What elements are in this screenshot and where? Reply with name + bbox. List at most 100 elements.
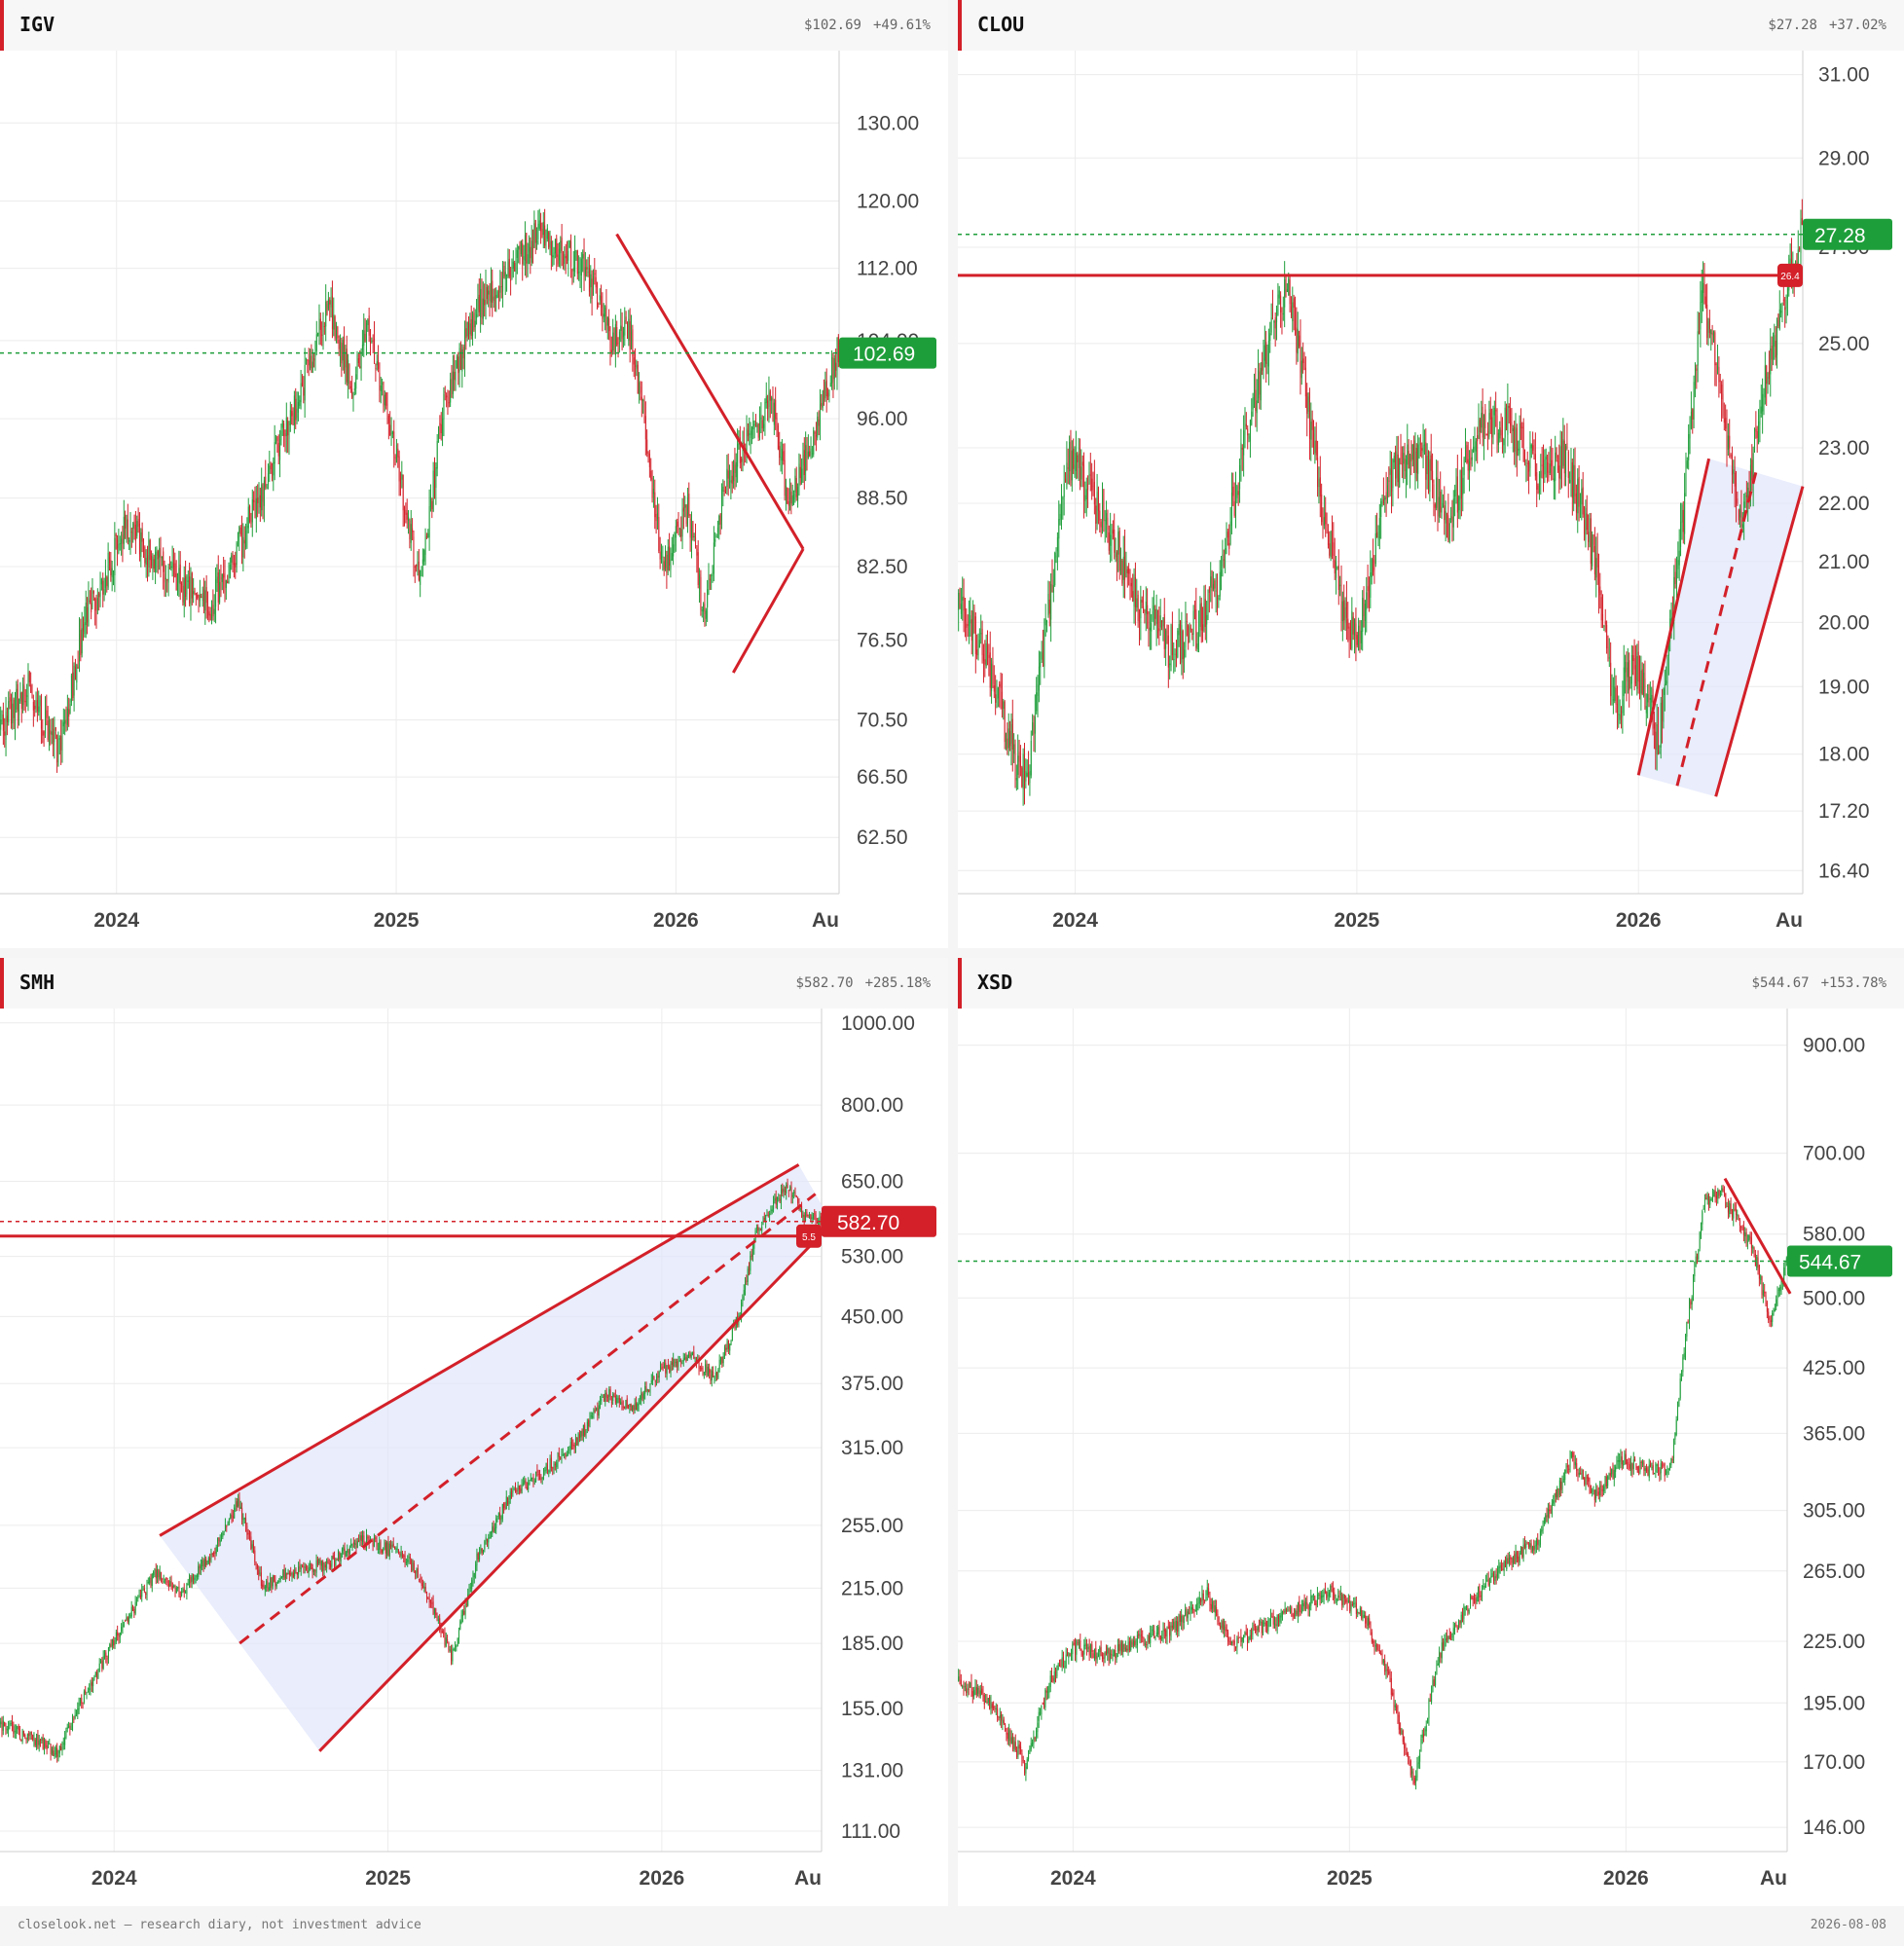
chart-canvas[interactable]: 1000.00800.00650.00530.00450.00375.00315… <box>0 1009 948 1906</box>
candle-body <box>759 414 761 434</box>
candle-body <box>674 534 676 547</box>
candle-body <box>1359 620 1361 640</box>
candle-body <box>1561 441 1563 468</box>
candle-body <box>1341 1595 1343 1606</box>
candle-body <box>654 1380 656 1382</box>
candle-body <box>783 1189 785 1193</box>
candle-body <box>439 1618 441 1631</box>
candle-body <box>138 1595 140 1597</box>
candle-body <box>1081 1653 1083 1656</box>
candle-body <box>1282 312 1284 314</box>
candle-body <box>751 1248 753 1257</box>
candle-body <box>576 250 578 275</box>
candle-body <box>594 1410 596 1413</box>
candle-body <box>1028 1754 1030 1759</box>
candle-body <box>985 1701 987 1703</box>
candle-body <box>1464 1607 1466 1609</box>
candle-body <box>89 1688 91 1691</box>
candle-body <box>793 1192 795 1193</box>
candle-body <box>299 399 301 406</box>
candle-body <box>1314 1596 1316 1605</box>
candle-body <box>1001 1713 1003 1721</box>
candle-body <box>632 329 634 357</box>
candle-body <box>38 706 40 713</box>
chart-canvas[interactable]: 900.00700.00580.00500.00425.00365.00305.… <box>958 1009 1904 1906</box>
candle-body <box>787 500 789 506</box>
candle-body <box>122 1625 124 1628</box>
candle-body <box>194 1577 196 1580</box>
candle-body <box>1396 452 1398 478</box>
candle-body <box>988 654 990 658</box>
candle-body <box>1083 464 1085 501</box>
chart-canvas[interactable]: 31.0029.0027.0025.0023.0022.0021.0020.00… <box>958 51 1904 948</box>
candle-body <box>536 1470 538 1473</box>
candle-body <box>459 350 461 369</box>
candle-body <box>540 1478 542 1480</box>
candle-body <box>554 239 556 254</box>
candle-body <box>228 579 230 584</box>
candle-body <box>1308 1606 1310 1609</box>
candle-body <box>1145 602 1147 614</box>
candle-body <box>199 1565 201 1568</box>
candle-body <box>1254 394 1256 401</box>
candle-body <box>215 1546 217 1554</box>
candle-body <box>1065 1654 1067 1668</box>
candle-body <box>488 290 490 295</box>
candle-body <box>181 1591 183 1597</box>
candle-body <box>191 572 193 599</box>
candle-body <box>416 1569 418 1572</box>
candle-body <box>1260 367 1262 401</box>
candle-body <box>592 1415 594 1417</box>
candle-body <box>500 1518 502 1520</box>
candle-body <box>665 1363 667 1374</box>
candle-body <box>80 629 82 655</box>
candle-body <box>157 1568 159 1578</box>
candle-body <box>731 1328 733 1340</box>
candle-body <box>1010 1737 1012 1744</box>
candle-body <box>1323 517 1325 526</box>
candle-body <box>799 466 801 479</box>
candle-body <box>355 374 357 389</box>
candle-body <box>478 294 480 312</box>
candle-body <box>544 225 546 246</box>
candle-body <box>975 1687 977 1696</box>
candle-body <box>1767 377 1769 385</box>
candle-body <box>32 702 34 711</box>
candle-body <box>616 1397 618 1404</box>
candle-body <box>1708 318 1710 334</box>
candle-body <box>995 1707 997 1709</box>
candle-body <box>1050 584 1052 620</box>
chart-canvas[interactable]: 130.00120.00112.00104.0096.0088.5082.507… <box>0 51 948 948</box>
candle-body <box>250 1536 252 1550</box>
candle-body <box>444 1632 446 1646</box>
candle-body <box>387 415 389 424</box>
candle-body <box>484 299 486 306</box>
candle-body <box>1522 1544 1524 1559</box>
candle-body <box>82 1702 84 1704</box>
candle-body <box>466 321 468 337</box>
candle-body <box>1752 453 1754 485</box>
candle-body <box>508 1500 510 1506</box>
candle-body <box>1551 459 1553 466</box>
candle-body <box>774 1198 776 1201</box>
candle-body <box>1784 307 1786 311</box>
candle-body <box>1498 1566 1500 1573</box>
candle-body <box>1606 624 1608 649</box>
candle-body <box>1586 513 1588 531</box>
candle-body <box>165 577 166 580</box>
candle-body <box>462 347 464 359</box>
candle-body <box>37 1734 39 1745</box>
candle-body <box>449 1649 451 1651</box>
candle-body <box>76 1712 78 1715</box>
candle-body <box>1431 1691 1433 1703</box>
candle-body <box>691 524 693 542</box>
candle-body <box>761 420 763 429</box>
candle-body <box>1468 1610 1470 1614</box>
candle-body <box>1697 331 1699 366</box>
candle-body <box>429 496 431 507</box>
candle-body <box>12 1721 14 1727</box>
candle-body <box>705 610 707 619</box>
candle-body <box>161 1572 163 1578</box>
candle-body <box>1222 554 1224 567</box>
candle-body <box>262 1584 264 1588</box>
